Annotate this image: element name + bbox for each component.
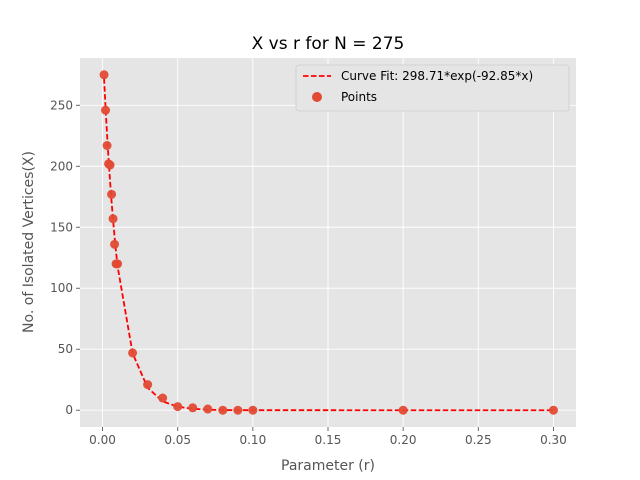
data-point <box>128 348 138 358</box>
y-ticks: 0 50 100 150 200 250 <box>50 98 80 417</box>
data-point <box>99 70 109 80</box>
x-axis-label: Parameter (r) <box>281 458 375 474</box>
data-point <box>107 189 117 199</box>
x-tick-label: 0.00 <box>89 433 116 447</box>
y-tick-label: 150 <box>50 220 73 234</box>
data-point <box>113 259 123 269</box>
legend-box <box>295 64 570 112</box>
chart-title: X vs r for N = 275 <box>252 34 405 54</box>
data-point <box>110 239 120 249</box>
data-point <box>105 160 115 170</box>
legend: Curve Fit: 298.71*exp(-92.85*x) Points <box>295 64 570 112</box>
data-point <box>101 105 111 115</box>
legend-curve-label: Curve Fit: 298.71*exp(-92.85*x) <box>341 69 533 83</box>
data-point <box>143 380 153 390</box>
data-point <box>158 393 168 403</box>
x-tick-label: 0.05 <box>164 433 191 447</box>
y-tick-label: 0 <box>65 403 73 417</box>
data-point <box>548 405 558 415</box>
legend-points-swatch <box>312 92 322 102</box>
data-point <box>173 402 183 412</box>
y-tick-label: 200 <box>50 159 73 173</box>
data-point <box>248 405 258 415</box>
y-tick-label: 50 <box>58 342 73 356</box>
data-point <box>398 405 408 415</box>
y-tick-label: 100 <box>50 281 73 295</box>
y-axis-label: No. of Isolated Vertices(X) <box>21 151 37 333</box>
x-ticks: 0.00 0.05 0.10 0.15 0.20 0.25 0.30 <box>89 427 567 447</box>
x-tick-label: 0.25 <box>465 433 492 447</box>
grid <box>80 58 576 427</box>
x-tick-label: 0.15 <box>315 433 342 447</box>
legend-points-label: Points <box>341 90 377 104</box>
data-point <box>233 405 243 415</box>
x-tick-label: 0.30 <box>540 433 567 447</box>
x-tick-label: 0.10 <box>239 433 266 447</box>
data-point <box>188 403 198 413</box>
x-tick-label: 0.20 <box>390 433 417 447</box>
data-point <box>203 404 213 414</box>
points-layer <box>99 70 558 415</box>
data-point <box>102 141 112 151</box>
y-tick-label: 250 <box>50 98 73 112</box>
data-point <box>218 405 228 415</box>
data-point <box>108 214 118 224</box>
